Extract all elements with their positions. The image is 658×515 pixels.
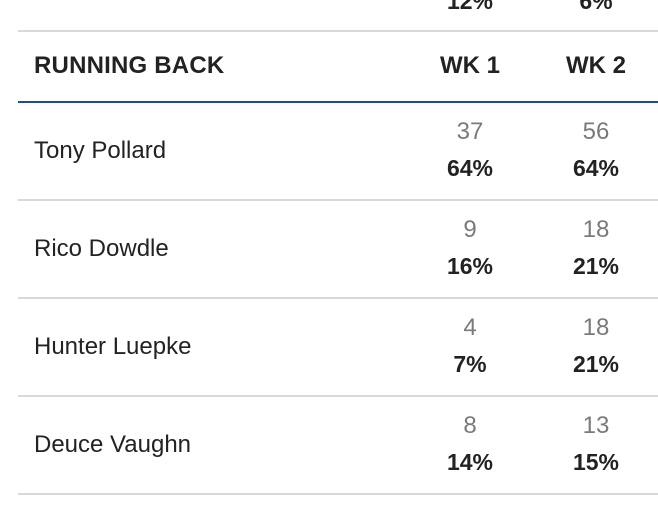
wk2-cell: 13 15% <box>546 411 646 478</box>
wk2-snap-pct: 21% <box>572 253 620 279</box>
wk1-cell: 4 7% <box>420 313 520 380</box>
position-group-label: RUNNING BACK <box>34 52 225 79</box>
table-row: Hunter Luepke 4 7% 18 21% <box>18 299 658 397</box>
wk2-cell: 18 21% <box>546 215 646 282</box>
wk2-snap-count: 18 <box>582 314 610 341</box>
wk2-snap-count: 18 <box>582 216 610 243</box>
column-header-wk2: WK 2 <box>566 52 626 79</box>
wk1-cell: 8 14% <box>420 411 520 478</box>
wk1-snap-pct: 14% <box>446 449 494 475</box>
snap-count-table: 12% 6% RUNNING BACK WK 1 WK 2 Tony Polla… <box>18 0 658 515</box>
wk1-snap-count: 4 <box>463 314 477 341</box>
wk1-cell: 37 64% <box>420 117 520 184</box>
table-row: Rico Dowdle 9 16% 18 21% <box>18 201 658 299</box>
player-name: Tony Pollard <box>34 137 167 164</box>
wk2-snap-pct: 15% <box>572 449 620 475</box>
wk1-snap-pct: 16% <box>446 253 494 279</box>
wk1-snap-pct: 7% <box>453 351 487 377</box>
wk2-snap-pct: 64% <box>572 155 620 181</box>
previous-row-wk2-pct: 6% <box>579 0 613 14</box>
wk1-snap-pct: 64% <box>446 155 494 181</box>
wk2-snap-count: 56 <box>582 118 610 145</box>
player-name: Hunter Luepke <box>34 333 192 360</box>
table-header: RUNNING BACK WK 1 WK 2 <box>18 32 658 103</box>
wk1-snap-count: 8 <box>463 412 477 439</box>
wk2-cell: 18 21% <box>546 313 646 380</box>
table-row: Deuce Vaughn 8 14% 13 15% <box>18 397 658 495</box>
player-name: Deuce Vaughn <box>34 431 192 458</box>
player-name: Rico Dowdle <box>34 235 169 262</box>
table-row: Tony Pollard 37 64% 56 64% <box>18 103 658 201</box>
column-header-wk1: WK 1 <box>440 52 500 79</box>
previous-row-wk1-pct: 12% <box>446 0 494 14</box>
wk1-cell: 9 16% <box>420 215 520 282</box>
wk2-cell: 56 64% <box>546 117 646 184</box>
wk1-snap-count: 9 <box>463 216 477 243</box>
wk2-snap-count: 13 <box>582 412 610 439</box>
previous-row-partial: 12% 6% <box>18 0 658 32</box>
player-rows: Tony Pollard 37 64% 56 64% Rico Dowdle 9… <box>18 103 658 495</box>
wk2-snap-pct: 21% <box>572 351 620 377</box>
wk1-snap-count: 37 <box>456 118 484 145</box>
